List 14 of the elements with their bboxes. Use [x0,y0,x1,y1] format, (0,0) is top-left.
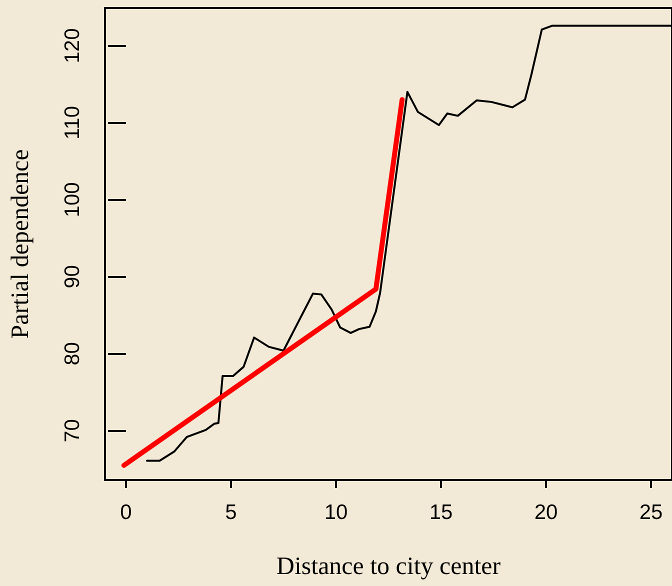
x-tick-label: 25 [639,501,663,524]
y-tick-label: 110 [61,106,84,140]
y-tick-label: 90 [61,265,84,288]
x-tick-label: 10 [324,501,348,524]
y-tick-label: 100 [61,182,84,218]
y-axis-title: Partial dependence [7,149,34,339]
x-tick-label: 5 [225,501,237,524]
x-tick-label: 20 [534,501,558,524]
x-tick-label: 15 [429,501,453,524]
y-tick-label: 120 [61,28,84,64]
x-axis-title: Distance to city center [276,553,502,580]
y-tick-label: 70 [61,419,84,442]
y-tick-label: 80 [61,342,84,366]
x-tick-label: 0 [120,501,132,524]
